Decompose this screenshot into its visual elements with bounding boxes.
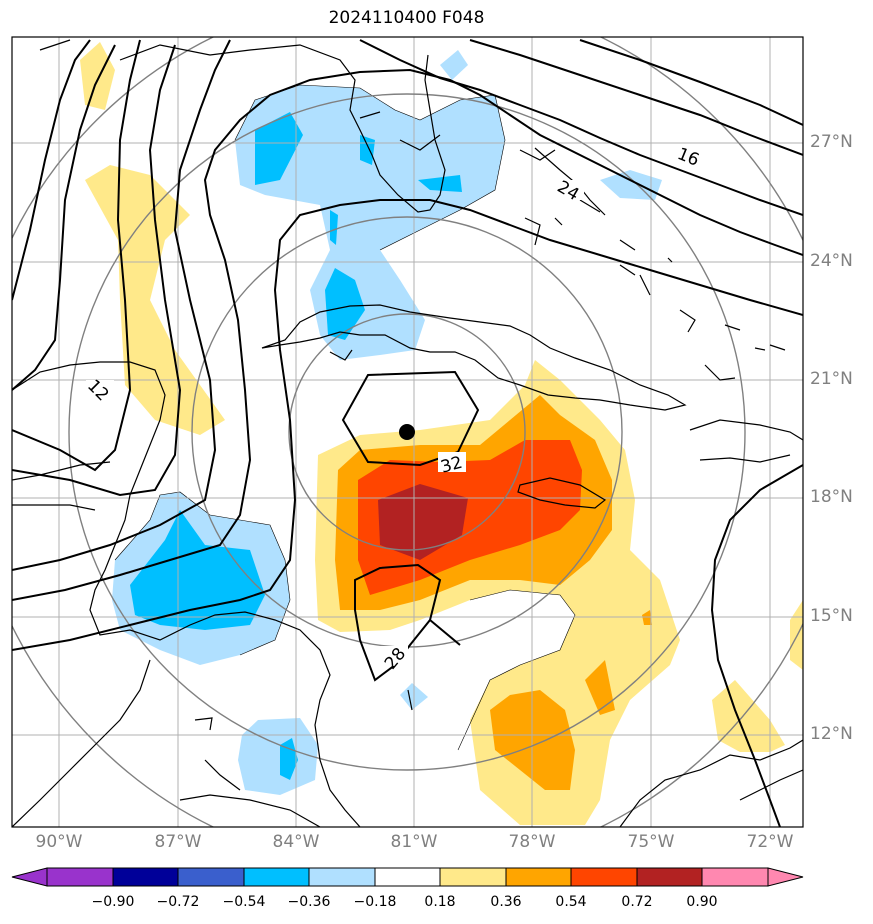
positive-anomaly-max — [378, 484, 468, 560]
colorbar-segment — [309, 868, 375, 886]
colorbar-tick-label: 0.90 — [686, 894, 718, 910]
lon-label: 78°W — [508, 832, 556, 852]
negative-anomaly-region — [600, 170, 662, 200]
lon-label: 81°W — [390, 832, 438, 852]
lon-label: 72°W — [746, 832, 794, 852]
lon-label: 87°W — [154, 832, 202, 852]
lat-label: 12°N — [810, 724, 853, 744]
colorbar-tick-label: −0.72 — [156, 894, 200, 910]
lon-label: 84°W — [272, 832, 320, 852]
colorbar-segment — [440, 868, 506, 886]
colorbar-tick-label: −0.54 — [222, 894, 266, 910]
colorbar-segment — [113, 868, 178, 886]
lon-label: 90°W — [35, 832, 83, 852]
negative-anomaly-core — [255, 112, 303, 185]
map-canvas: 16 24 12 32 28 — [11, 36, 804, 828]
colorbar-tick-label: 0.18 — [424, 894, 456, 910]
colorbar-tick-label: −0.18 — [353, 894, 397, 910]
colorbar — [11, 867, 804, 887]
colorbar-segment — [506, 868, 571, 886]
colorbar-tick-label: −0.36 — [287, 894, 331, 910]
positive-anomaly-region — [80, 42, 115, 110]
colorbar-segment — [375, 868, 440, 886]
positive-anomaly-core — [585, 660, 615, 715]
lat-label: 18°N — [810, 487, 853, 507]
negative-anomaly-core — [418, 175, 462, 192]
lat-label: 15°N — [810, 606, 853, 626]
negative-anomaly-core — [280, 738, 298, 780]
colorbar-tick-label: 0.36 — [490, 894, 522, 910]
lat-label: 24°N — [810, 251, 853, 271]
colorbar-segment — [178, 868, 244, 886]
map-title: 2024110400 F048 — [328, 8, 485, 28]
lat-label: 27°N — [810, 132, 853, 152]
colorbar-segment — [47, 868, 113, 886]
positive-anomaly-region — [790, 600, 803, 670]
negative-anomaly-region — [235, 85, 505, 360]
negative-anomaly-region — [238, 718, 318, 795]
lat-label: 21°N — [810, 369, 853, 389]
map-frame — [11, 36, 804, 828]
lat-lon-grid — [12, 37, 803, 827]
colorbar-segment — [637, 868, 702, 886]
negative-anomaly-core — [330, 210, 338, 245]
colorbar-segment — [244, 868, 309, 886]
colorbar-segment — [702, 868, 768, 886]
negative-anomaly-core — [325, 268, 365, 340]
storm-center-marker — [399, 424, 415, 440]
negative-anomaly-core — [130, 510, 265, 630]
colorbar-tick-label: 0.72 — [621, 894, 653, 910]
colorbar-tick-label: −0.90 — [91, 894, 135, 910]
colorbar-segment — [571, 868, 637, 886]
height-contours — [12, 39, 803, 827]
filled-anomaly-regions — [80, 42, 803, 825]
contour-labels: 16 24 12 32 28 — [83, 144, 704, 674]
colorbar-low-extend — [11, 867, 48, 887]
lon-label: 75°W — [627, 832, 675, 852]
anomaly-region-outlines — [114, 84, 576, 751]
negative-anomaly-region — [440, 50, 468, 80]
colorbar-high-extend — [767, 867, 804, 887]
colorbar-tick-label: 0.54 — [555, 894, 587, 910]
